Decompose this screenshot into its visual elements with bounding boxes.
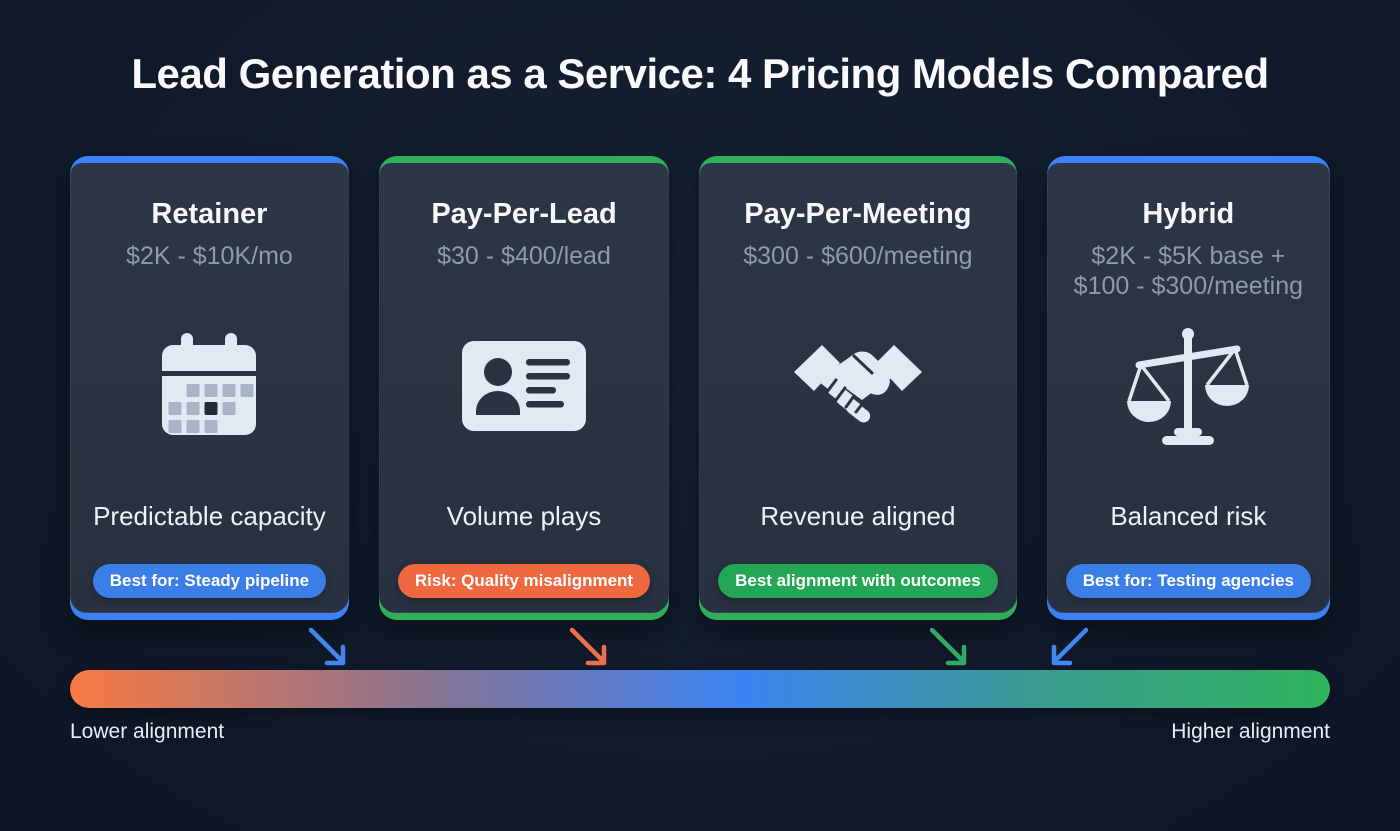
alignment-scale-labels: Lower alignment Higher alignment <box>70 720 1330 744</box>
down-left-arrow-icon <box>1051 627 1089 666</box>
card-tagline: Volume plays <box>446 500 602 531</box>
card-badge: Best alignment with outcomes <box>718 564 998 599</box>
higher-alignment-label: Higher alignment <box>1171 720 1330 743</box>
card-price-range: $30 - $400/lead <box>437 241 611 270</box>
lower-alignment-label: Lower alignment <box>70 720 225 743</box>
card-tagline: Revenue aligned <box>760 500 956 531</box>
card-price-range: $300 - $600/meeting <box>743 241 973 270</box>
card-price-range: $2K - $5K base + $100 - $300/meeting <box>1073 241 1304 301</box>
down-right-arrow-icon <box>929 627 967 666</box>
pricing-card: Pay-Per-Meeting $300 - $600/meeting <box>699 156 1017 620</box>
pricing-card-body: Pay-Per-Meeting $300 - $600/meeting <box>699 163 1017 613</box>
card-price-range: $2K - $10K/mo <box>126 241 293 270</box>
card-badge: Best for: Steady pipeline <box>92 564 327 599</box>
card-tagline: Predictable capacity <box>93 500 326 531</box>
down-right-arrow-icon <box>569 627 607 666</box>
pricing-card: Retainer $2K - $10K/mo <box>70 156 349 620</box>
card-tagline: Balanced risk <box>1110 500 1267 531</box>
card-badge: Risk: Quality misalignment <box>397 564 651 599</box>
card-icon-wrap <box>461 321 586 451</box>
down-right-arrow-icon <box>308 627 346 666</box>
pricing-card-body: Hybrid $2K - $5K base + $100 - $300/meet… <box>1046 163 1330 613</box>
card-title: Hybrid <box>1142 198 1235 230</box>
page-title: Lead Generation as a Service: 4 Pricing … <box>131 50 1269 97</box>
calendar-icon <box>162 332 257 435</box>
alignment-gradient-bar <box>70 670 1330 708</box>
card-icon-wrap <box>792 321 924 451</box>
card-title: Retainer <box>151 198 268 230</box>
card-icon-wrap <box>159 321 259 451</box>
pricing-card: Pay-Per-Lead $30 - $400/lead <box>378 156 670 620</box>
handshake-icon <box>793 344 922 423</box>
card-icon-wrap <box>1125 321 1251 451</box>
card-badge: Best for: Testing agencies <box>1065 564 1311 599</box>
id-card-icon <box>461 340 586 431</box>
pricing-card: Hybrid $2K - $5K base + $100 - $300/meet… <box>1046 156 1330 620</box>
alignment-arrows <box>0 620 1400 670</box>
pricing-card-body: Pay-Per-Lead $30 - $400/lead <box>378 163 670 613</box>
card-title: Pay-Per-Meeting <box>744 198 972 230</box>
scales-icon <box>1127 327 1250 445</box>
card-title: Pay-Per-Lead <box>431 198 617 230</box>
pricing-cards: Retainer $2K - $10K/mo <box>70 156 1330 620</box>
pricing-card-body: Retainer $2K - $10K/mo <box>70 163 349 613</box>
